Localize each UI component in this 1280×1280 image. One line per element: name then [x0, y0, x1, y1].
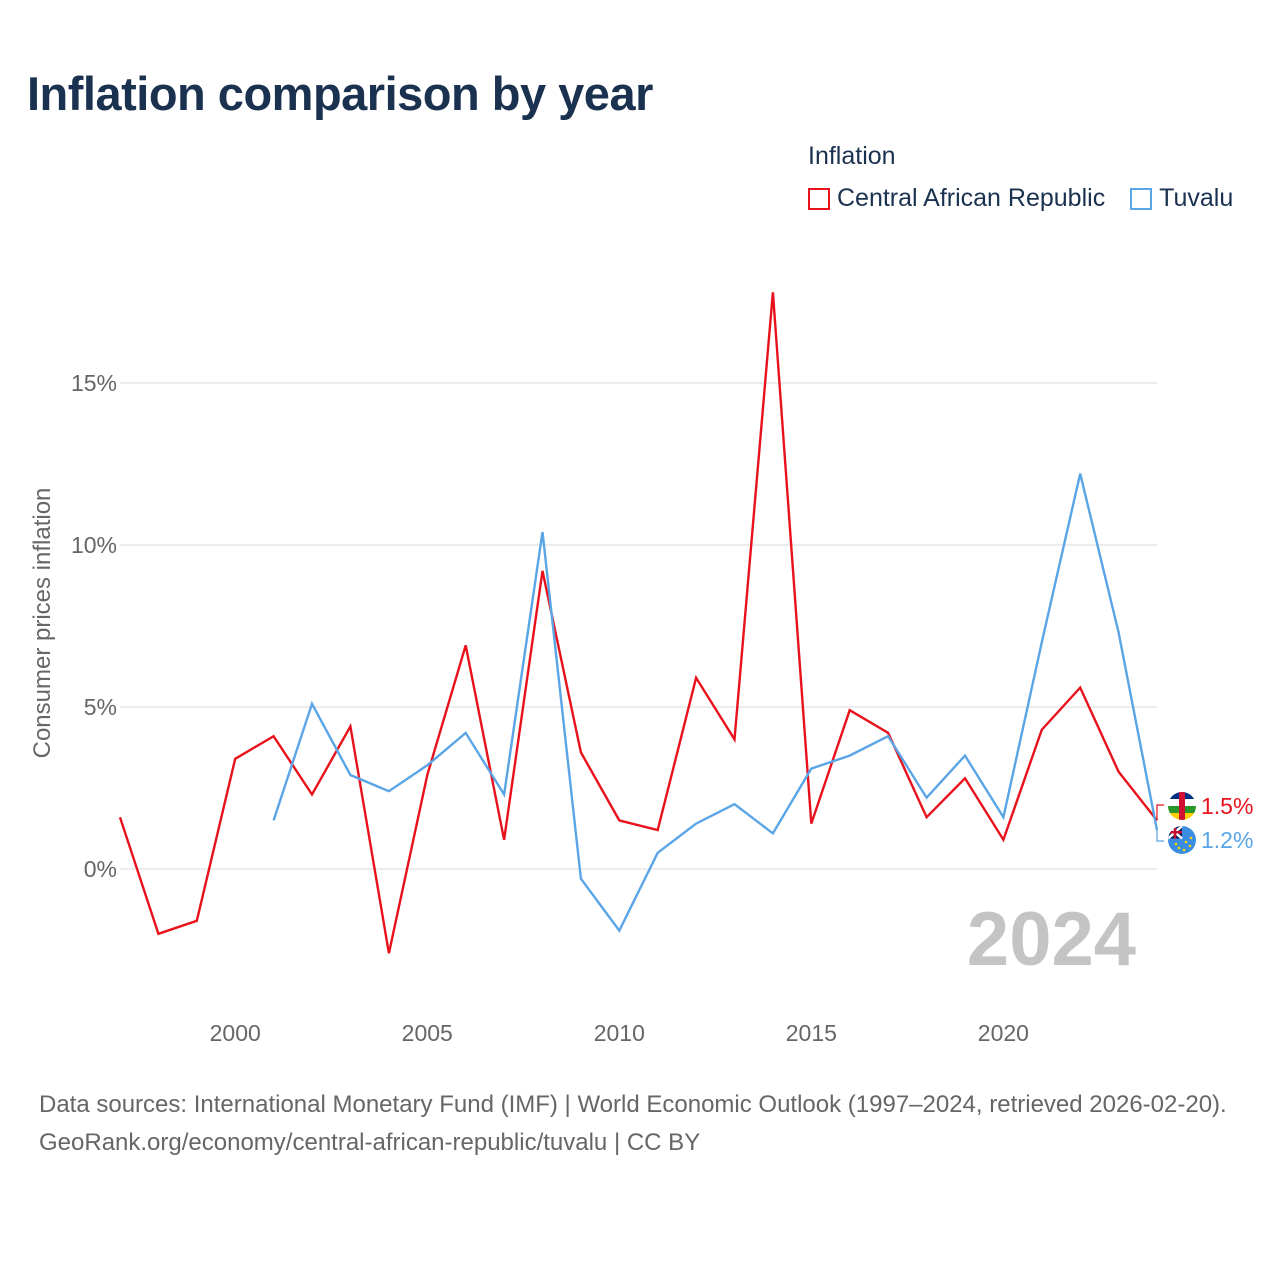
legend-swatch-car [808, 187, 830, 210]
x-tick-label: 2015 [786, 1020, 837, 1046]
chart-canvas: 0% 5% 10% 15% 2000 2005 2010 2015 2020 Consumer p… [29, 292, 1253, 1046]
footer: Data sources: International Monetary Fun… [39, 1086, 1249, 1162]
y-tick-label: 0% [84, 856, 117, 882]
y-tick-label: 5% [84, 694, 117, 720]
flag-tuvalu-icon [1168, 826, 1196, 854]
x-tick-label: 2005 [402, 1020, 453, 1046]
end-label-central-african-republic: 1.5% [1201, 793, 1253, 819]
legend-items: Central African Republic Tuvalu [808, 184, 1251, 217]
series-line-central-african-republic [118, 292, 1158, 954]
x-tick-label: 2000 [210, 1020, 261, 1046]
y-axis-label: Consumer prices inflation [29, 488, 56, 759]
x-tick-label: 2020 [978, 1020, 1029, 1046]
chart-title: Inflation comparison by year [27, 67, 653, 120]
legend: Inflation Central African Republic Tuval… [808, 142, 1233, 212]
footer-sources: Data sources: International Monetary Fun… [39, 1091, 1227, 1118]
legend-title: Inflation [808, 142, 896, 170]
end-connector-car [1156, 804, 1164, 821]
flag-central-african-republic-icon [1168, 792, 1196, 820]
legend-label-car: Central African Republic [837, 184, 1106, 212]
legend-label-tuvalu: Tuvalu [1159, 184, 1234, 212]
footer-attribution[interactable]: GeoRank.org/economy/central-african-repu… [39, 1129, 701, 1156]
y-tick-label: 15% [71, 370, 117, 396]
x-tick-label: 2010 [594, 1020, 645, 1046]
end-connector-tuvalu [1156, 830, 1164, 842]
end-label-tuvalu: 1.2% [1201, 827, 1253, 853]
legend-swatch-tuvalu [1130, 187, 1153, 210]
year-watermark: 2024 [967, 897, 1136, 982]
series-line-tuvalu [272, 473, 1159, 933]
legend-item-central-african-republic[interactable]: Central African Republic [808, 184, 1105, 213]
y-tick-label: 10% [71, 532, 117, 558]
legend-item-tuvalu[interactable]: Tuvalu [1130, 184, 1233, 213]
